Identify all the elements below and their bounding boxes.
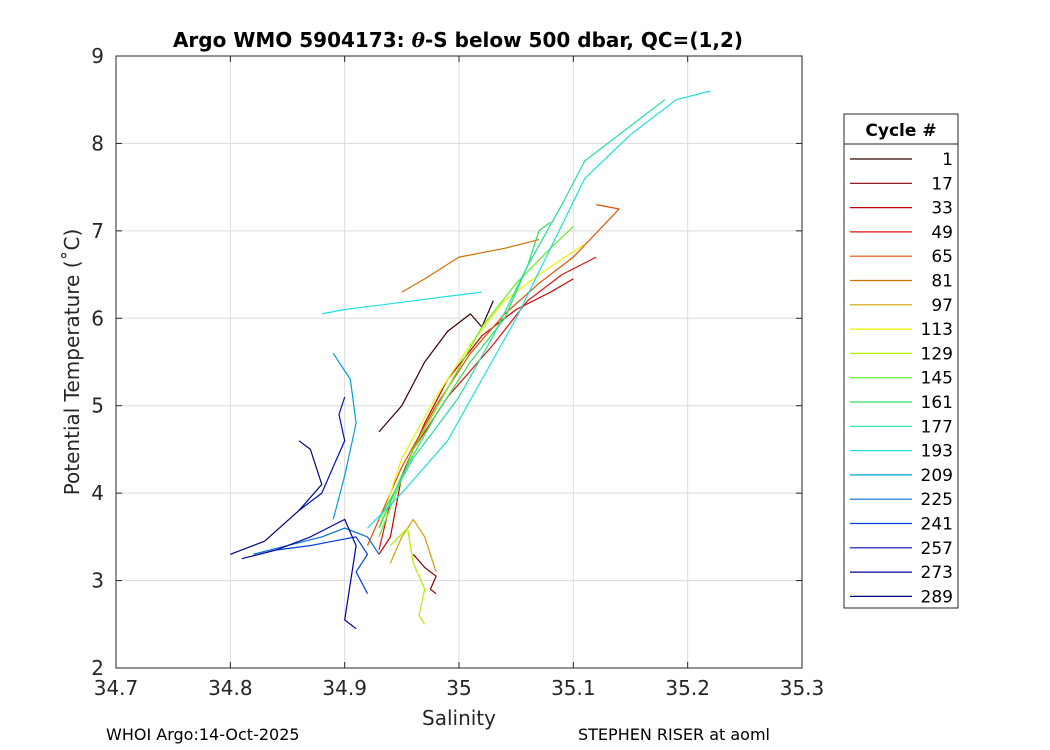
y-tick-label: 5: [91, 394, 104, 418]
legend-label-241: 241: [921, 515, 953, 535]
legend-label-65: 65: [931, 247, 953, 267]
y-tick-label: 6: [91, 306, 104, 330]
x-tick-label: 35.2: [665, 676, 710, 700]
x-tick-label: 34.8: [208, 676, 253, 700]
series-line-cycle-129: [389, 527, 426, 625]
series-line-cycle-113: [378, 243, 586, 529]
legend: Cycle # 1 17 33 49 65 81 97 113 129 145 161 177 193 2…: [843, 113, 959, 609]
series-line-cycle-97: [389, 518, 437, 572]
legend-label-193: 193: [921, 442, 953, 462]
legend-label-113: 113: [921, 320, 953, 340]
y-tick-label: 7: [91, 219, 104, 243]
legend-label-161: 161: [921, 393, 953, 413]
y-tick-label: 9: [91, 44, 104, 68]
legend-label-209: 209: [921, 466, 953, 486]
legend-label-97: 97: [931, 296, 953, 316]
x-tick-label: 34.9: [322, 676, 367, 700]
series-line-cycle-193b: [321, 291, 482, 315]
chart-title-prefix: Argo WMO 5904173:: [173, 28, 412, 52]
x-tick-label: 34.7: [94, 676, 139, 700]
series-line-cycle-289: [230, 440, 323, 555]
x-axis-label: Salinity: [422, 706, 496, 730]
legend-label-17: 17: [931, 174, 953, 194]
legend-entries: 1 17 33 49 65 81 97 113 129 145 161 177 193 209 225 241…: [850, 150, 953, 607]
legend-label-1: 1: [942, 150, 953, 170]
footer-credit-right: STEPHEN RISER at aoml: [578, 725, 770, 744]
series-line-cycle-161: [378, 221, 551, 529]
y-axis-ticks: 2 3 4 5 6 7 8 9: [91, 44, 802, 680]
y-tick-label: 2: [91, 656, 104, 680]
chart-title-suffix: -S below 500 dbar, QC=(1,2): [425, 28, 743, 52]
series-line-cycle-209: [332, 352, 357, 520]
y-tick-label: 3: [91, 569, 104, 593]
series-line-cycle-17: [412, 553, 437, 595]
x-tick-label: 35.3: [780, 676, 825, 700]
series-line-cycle-65: [366, 204, 620, 546]
legend-label-257: 257: [921, 539, 953, 559]
legend-label-49: 49: [931, 223, 953, 243]
chart-title: Argo WMO 5904173: θ-S below 500 dbar, QC…: [173, 28, 743, 52]
y-axis-label: Potential Temperature (˚C): [60, 229, 84, 496]
x-tick-label: 35: [446, 676, 471, 700]
legend-label-225: 225: [921, 490, 953, 510]
series-line-cycle-241: [276, 536, 369, 594]
series-line-cycle-193: [367, 90, 711, 529]
legend-title: Cycle #: [865, 121, 936, 141]
y-tick-label: 8: [91, 131, 104, 155]
legend-label-81: 81: [931, 272, 953, 292]
plot-area: 34.7 34.8 34.9 35 35.1 35.2 35.3 2 3 4 5 6 7 8 9: [91, 44, 824, 700]
footer-credit-left: WHOI Argo:14-Oct-2025: [106, 725, 300, 744]
series-line-cycle-257: [298, 396, 346, 512]
series-line-cycle-225: [253, 527, 380, 555]
x-axis-ticks: 34.7 34.8 34.9 35 35.1 35.2 35.3: [94, 56, 825, 700]
legend-label-273: 273: [921, 563, 953, 583]
legend-label-129: 129: [921, 344, 953, 364]
series-layer: [230, 90, 711, 630]
y-tick-label: 4: [91, 481, 104, 505]
series-line-cycle-273: [241, 518, 357, 630]
chart-title-theta: θ: [412, 28, 426, 52]
series-line-cycle-81: [401, 239, 540, 293]
legend-box: [843, 113, 959, 609]
legend-label-33: 33: [931, 199, 953, 219]
x-tick-label: 35.1: [551, 676, 596, 700]
legend-label-289: 289: [921, 587, 953, 607]
legend-label-145: 145: [921, 369, 953, 389]
series-line-cycle-177: [378, 99, 666, 520]
legend-label-177: 177: [921, 417, 953, 437]
